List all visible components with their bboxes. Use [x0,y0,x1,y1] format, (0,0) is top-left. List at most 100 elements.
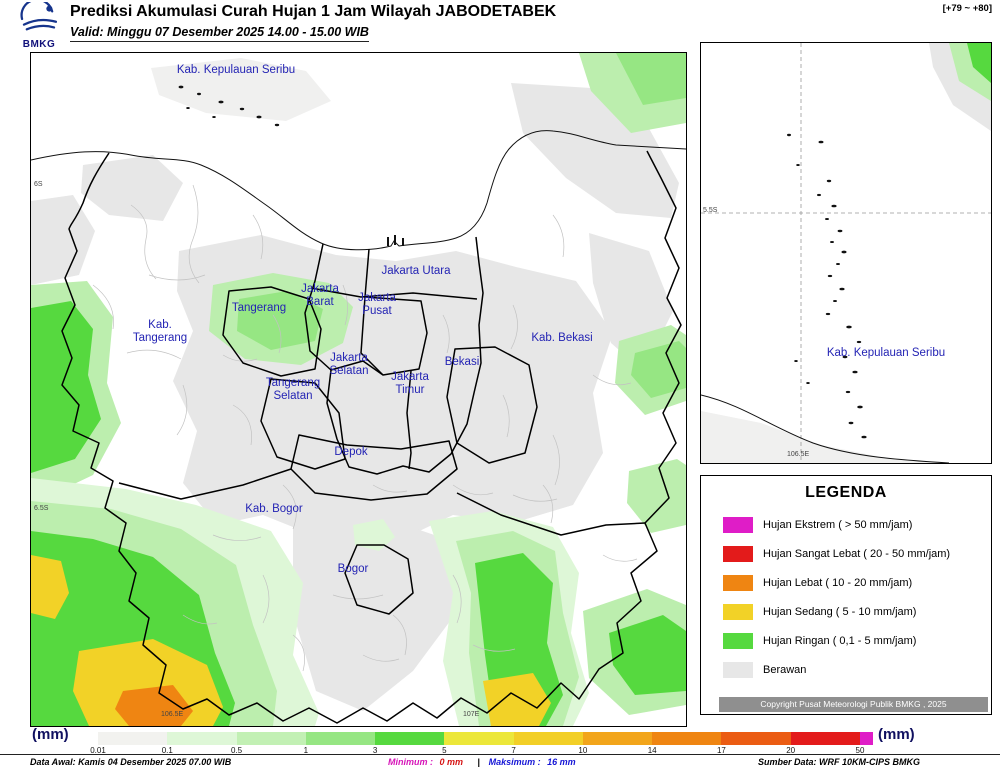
region-label-kab-bekasi: Kab. Bekasi [531,332,593,344]
bmkg-logo: BMKG [10,0,68,50]
legend-swatch-lebat [723,574,753,591]
bmkg-logo-text: BMKG [22,39,56,50]
legend-item-label: Hujan Ekstrem ( > 50 mm/jam) [763,518,913,531]
legend-item-berawan: Berawan [723,655,991,684]
coastline [31,130,686,251]
colorbar-segment-4 [305,732,376,745]
colorbar-unit-left: (mm) [32,726,69,743]
axis-lat-6s: 6S [34,181,43,188]
inset-axis-lon-106-5e: 106.5E [787,451,810,458]
legend-item-label: Hujan Ringan ( 0,1 - 5 mm/jam) [763,634,917,647]
legend-item-sangat-lebat: Hujan Sangat Lebat ( 20 - 50 mm/jam) [723,539,991,568]
colorbar-segments [85,732,873,745]
legend-title: LEGENDA [805,484,887,501]
data-awal: Data Awal: Kamis 04 Desember 2025 07.00 … [30,757,232,767]
min-max-summary: Minimum : 0 mm | Maksimum : 16 mm [388,757,576,767]
region-label-tangerang-selatan: Tangerang Selatan [265,377,321,403]
legend-swatch-ekstrem [723,516,753,533]
legend-swatch-ringan [723,632,753,649]
legend-item-label: Hujan Sangat Lebat ( 20 - 50 mm/jam) [763,547,951,560]
colorbar-tick-20: 20 [786,746,796,755]
colorbar-tick-0-1: 0.1 [161,746,173,755]
forecast-step-range: [+79 ~ +80] [942,3,992,14]
colorbar-tick-3: 3 [372,746,378,755]
colorbar-segment-1 [98,732,168,745]
region-label-bekasi: Bekasi [444,356,480,368]
region-label-jakarta-selatan: Jakarta Selatan [329,352,369,378]
colorbar-segment-7 [513,732,583,745]
admin-boundaries [61,150,682,724]
region-label-kepulauan-seribu: Kab. Kepulauan Seribu [176,64,296,76]
colorbar-segment-8 [582,732,653,745]
region-label-tangerang: Tangerang [231,302,287,314]
maksimum-label: Maksimum : [488,757,541,767]
colorbar-ticks: 0.01 0.1 0.5 1 3 5 7 10 14 17 20 50 [85,745,873,757]
colorbar-segment-9 [652,732,722,745]
legend-item-label: Hujan Lebat ( 10 - 20 mm/jam) [763,576,913,589]
inset-axis-lat-5-5s: 5.5S [703,207,718,214]
colorbar-tick-1: 1 [303,746,309,755]
rain-cloud-patches [31,53,686,726]
axis-lon-107e: 107E [463,711,480,718]
data-source: Sumber Data: WRF 10KM-CIPS BMKG [758,757,921,767]
minimum-label: Minimum : [388,757,433,767]
legend-item-lebat: Hujan Lebat ( 10 - 20 mm/jam) [723,568,991,597]
colorbar-segment-11 [790,732,860,745]
harbor-marks [387,235,404,246]
inset-gridlines [701,43,991,463]
legend-swatch-sedang [723,603,753,620]
region-label-kab-bogor: Kab. Bogor [245,503,303,515]
footer-divider [0,754,1000,755]
legend-swatch-sangat-lebat [723,545,753,562]
legend-item-label: Hujan Sedang ( 5 - 10 mm/jam) [763,605,917,618]
region-label-jakarta-timur: Jakarta Timur [391,371,429,397]
colorbar-segment-2 [167,732,237,745]
bmkg-logo-icon [20,0,58,31]
colorbar-tick-0-01: 0.01 [90,746,106,755]
main-map-canvas [31,53,686,726]
colorbar-segment-3 [236,732,306,745]
region-label-depok: Depok [334,446,368,458]
valid-time: Valid: Minggu 07 Desember 2025 14.00 - 1… [70,25,369,42]
legend-item-label: Berawan [763,663,807,676]
copyright: Copyright Pusat Meteorologi Publik BMKG … [719,697,988,712]
legend-swatch-berawan [723,661,753,678]
min-max-separator: | [477,757,481,767]
colorbar-segment-0 [85,732,98,745]
colorbar-tick-10: 10 [578,746,588,755]
region-label-jakarta-utara: Jakarta Utara [381,265,451,277]
minimum-value: 0 mm [439,757,464,767]
colorbar-segment-6 [444,732,514,745]
colorbar-tick-7: 7 [511,746,516,755]
colorbar-tick-5: 5 [442,746,447,755]
region-label-jakarta-pusat: Jakarta Pusat [358,292,396,318]
colorbar-segment-5 [375,732,445,745]
legend-item-ekstrem: Hujan Ekstrem ( > 50 mm/jam) [723,510,991,539]
page-title: Prediksi Akumulasi Curah Hujan 1 Jam Wil… [70,3,557,20]
colorbar-tick-17: 17 [716,746,726,755]
colorbar-tick-14: 14 [647,746,657,755]
colorbar-unit-right: (mm) [878,726,915,743]
legend-items: Hujan Ekstrem ( > 50 mm/jam) Hujan Sangat… [701,510,991,684]
colorbar-segment-12 [859,732,873,745]
region-label-kepulauan-seribu-inset: Kab. Kepulauan Seribu [826,347,946,359]
region-label-bogor: Bogor [337,563,369,575]
legend-item-ringan: Hujan Ringan ( 0,1 - 5 mm/jam) [723,626,991,655]
legend-item-sedang: Hujan Sedang ( 5 - 10 mm/jam) [723,597,991,626]
legend: LEGENDA Hujan Ekstrem ( > 50 mm/jam) Huja… [700,475,992,715]
axis-lon-106-5e: 106.5E [161,711,184,718]
colorbar-segment-10 [721,732,791,745]
header: BMKG Prediksi Akumulasi Curah Hujan 1 Ja… [0,0,1000,50]
region-label-kab-tangerang: Kab. Tangerang [132,319,188,345]
colorbar: 0.01 0.1 0.5 1 3 5 7 10 14 17 20 50 [85,732,873,755]
axis-lat-6-5s: 6.5S [34,505,49,512]
inset-coastline [701,394,950,463]
colorbar-tick-50: 50 [855,746,865,755]
seribu-islands-main [178,85,280,127]
colorbar-tick-0-5: 0.5 [230,746,243,755]
region-label-jakarta-barat: Jakarta Barat [301,283,339,309]
inset-map-kepulauan-seribu: Kab. Kepulauan Seribu 5.5S 106.5E [700,42,992,464]
seribu-islands-inset [787,133,867,439]
kecamatan-boundaries [92,184,638,672]
